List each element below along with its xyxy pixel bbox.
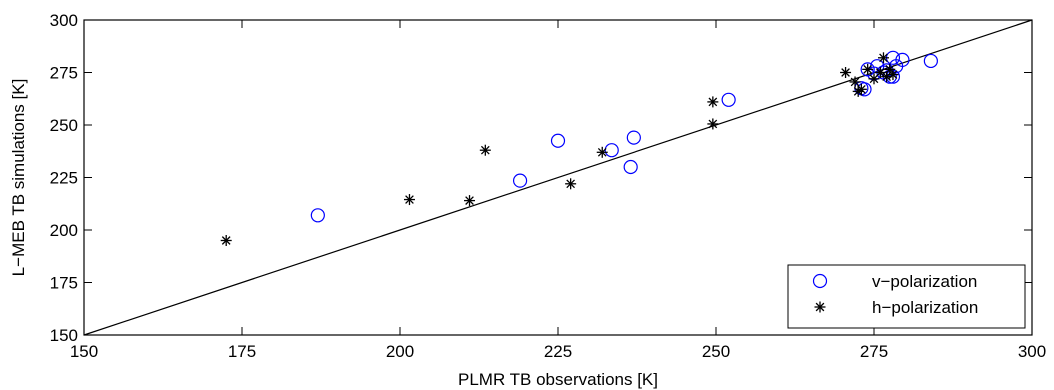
data-points: [220, 50, 938, 246]
v-polarization-point: [923, 53, 938, 69]
h-polarization-point: [840, 67, 852, 78]
legend-circle-icon: [812, 273, 828, 289]
legend-label-v-polarization: v−polarization: [872, 272, 977, 291]
plot-frame: [83, 19, 1033, 336]
legend-box: [787, 264, 1026, 329]
y-tick-label: 250: [50, 116, 78, 135]
h-polarization-point: [707, 96, 719, 108]
h-polarization-point: [887, 69, 899, 81]
h-polarization-point: [849, 76, 861, 88]
y-axis-label: L−MEB TB simulations [K]: [9, 79, 28, 277]
tick-labels: 150 175 200 225 250 275 300 150 175 200 225 250 275 3…: [50, 11, 1047, 361]
y-tick-label: 225: [50, 169, 78, 188]
legend: v−polarization h−polarization: [787, 264, 1026, 329]
y-tick-label: 200: [50, 221, 78, 240]
v-polarization-point: [512, 173, 528, 188]
v-polarization-point: [626, 130, 641, 145]
h-polarization-point: [707, 118, 719, 130]
h-polarization-point: [220, 235, 232, 246]
h-polarization-point: [852, 85, 864, 97]
h-polarization-point: [479, 144, 491, 156]
h-polarization-point: [874, 67, 886, 78]
y-tick-label: 175: [50, 274, 78, 293]
h-polarization-point: [403, 194, 415, 206]
x-tick-label: 250: [702, 342, 730, 361]
v-polarization-point: [623, 159, 638, 175]
x-axis-label: PLMR TB observations [K]: [458, 370, 658, 389]
y-tick-label: 275: [50, 64, 78, 83]
x-tick-label: 275: [860, 342, 888, 361]
x-tick-label: 150: [70, 342, 98, 361]
legend-marker-v-polarization: [812, 273, 828, 289]
legend-marker-h-polarization: [814, 301, 826, 313]
x-tick-label: 225: [544, 342, 572, 361]
h-polarization-point: [855, 83, 867, 95]
v-polarization-point: [721, 92, 736, 107]
legend-label-h-polarization: h−polarization: [872, 298, 978, 317]
v-polarization-point: [550, 133, 566, 148]
h-polarization-point: [877, 52, 889, 64]
y-tick-label: 300: [50, 11, 78, 30]
x-tick-label: 175: [228, 342, 256, 361]
h-polarization-point: [464, 195, 476, 207]
h-polarization-point: [565, 178, 577, 190]
x-tick-label: 200: [386, 342, 414, 361]
legend-asterisk-icon: [814, 301, 826, 313]
v-polarization-point: [310, 208, 325, 223]
h-polarization-point: [596, 146, 608, 158]
v-polarization-point: [895, 52, 910, 68]
y-tick-label: 150: [50, 326, 78, 345]
h-polarization-point: [862, 63, 874, 75]
x-tick-label: 300: [1018, 342, 1046, 361]
